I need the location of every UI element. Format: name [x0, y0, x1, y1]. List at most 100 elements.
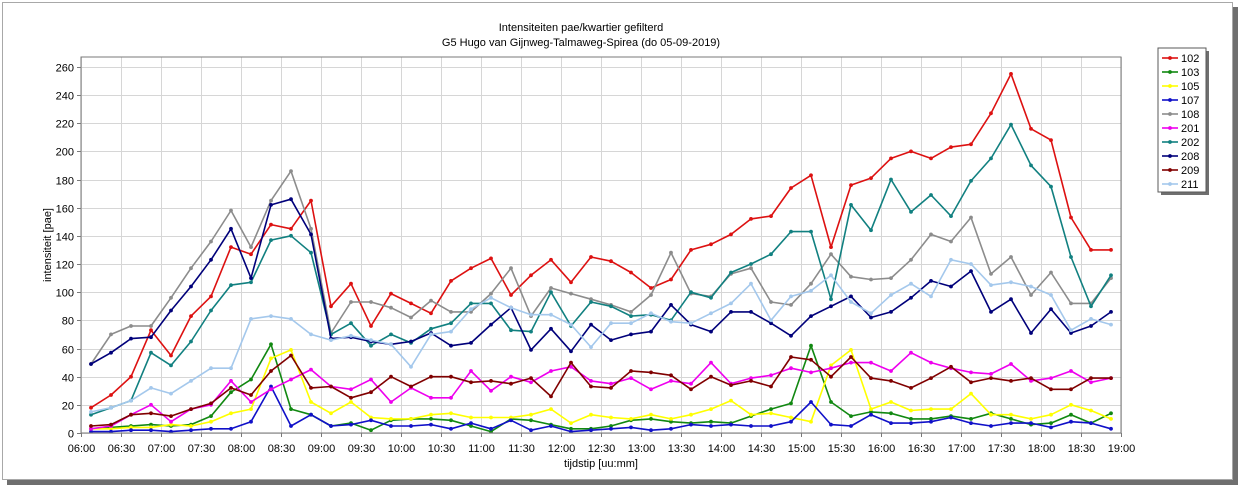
data-point-108 [109, 332, 113, 337]
chart-subtitle: G5 Hugo van Gijnweg-Talmaweg-Spirea (do … [442, 37, 720, 49]
data-point-208 [149, 335, 153, 340]
data-point-102 [309, 198, 313, 203]
data-point-107 [369, 418, 373, 423]
data-point-202 [769, 252, 773, 257]
data-point-108 [749, 266, 753, 271]
legend-label: 105 [1181, 81, 1199, 93]
data-point-201 [449, 395, 453, 400]
x-tick-label: 08:00 [228, 443, 256, 455]
x-tick-label: 16:30 [908, 443, 936, 455]
series-line-201 [90, 351, 1112, 430]
series-line-202 [90, 123, 1112, 416]
data-point-107 [649, 428, 653, 433]
y-tick-label: 100 [56, 288, 74, 300]
data-point-103 [669, 419, 673, 424]
data-point-107 [809, 400, 813, 404]
data-point-209 [229, 386, 233, 390]
data-point-202 [189, 339, 193, 344]
data-point-201 [689, 381, 693, 386]
data-point-202 [389, 332, 393, 337]
data-point-201 [589, 379, 593, 383]
series-208 [89, 197, 1113, 366]
data-point-209 [969, 380, 973, 385]
data-point-102 [429, 311, 433, 316]
data-point-108 [929, 232, 933, 237]
series-line-108 [90, 170, 1112, 365]
data-point-208 [1089, 324, 1093, 328]
data-point-211 [609, 321, 613, 326]
data-point-202 [1089, 304, 1093, 309]
legend-entry-201: 201 [1162, 123, 1199, 135]
data-point-211 [329, 338, 333, 342]
data-point-108 [169, 295, 173, 300]
x-tick-label: 10:00 [388, 443, 416, 455]
data-point-208 [129, 336, 133, 341]
legend-entry-208: 208 [1162, 151, 1199, 163]
data-point-209 [689, 387, 693, 392]
legend-label: 108 [1181, 109, 1199, 121]
data-point-209 [489, 379, 493, 383]
data-point-102 [749, 217, 753, 221]
data-point-202 [309, 250, 313, 255]
data-point-209 [589, 384, 593, 389]
data-point-105 [989, 412, 993, 417]
data-point-201 [829, 366, 833, 371]
data-point-201 [909, 350, 913, 355]
data-point-102 [1069, 215, 1073, 220]
data-point-211 [749, 281, 753, 286]
data-point-108 [849, 274, 853, 279]
data-point-107 [389, 424, 393, 428]
data-point-108 [769, 300, 773, 304]
data-point-208 [189, 284, 193, 289]
data-point-201 [669, 379, 673, 383]
data-point-102 [269, 222, 273, 227]
data-point-107 [1049, 425, 1053, 430]
data-point-209 [369, 390, 373, 395]
data-point-202 [229, 283, 233, 287]
x-tick-label: 09:30 [348, 443, 376, 455]
series-209 [89, 353, 1113, 428]
legend-label: 208 [1181, 151, 1199, 163]
data-point-107 [849, 424, 853, 428]
data-point-105 [309, 400, 313, 404]
data-point-202 [549, 290, 553, 295]
data-point-108 [629, 310, 633, 314]
data-point-108 [489, 291, 493, 296]
data-point-209 [449, 374, 453, 379]
data-point-102 [349, 281, 353, 286]
legend-entries: 102 103 105 107 108 201 202 208 209 211 [1162, 53, 1199, 191]
data-point-209 [129, 412, 133, 417]
data-point-211 [489, 295, 493, 300]
data-point-211 [409, 364, 413, 369]
data-point-103 [829, 400, 833, 404]
data-point-202 [1049, 184, 1053, 189]
series-line-103 [90, 343, 1112, 433]
data-point-103 [529, 418, 533, 423]
data-point-103 [1049, 421, 1053, 425]
data-point-103 [709, 419, 713, 424]
data-point-105 [229, 411, 233, 416]
data-point-107 [609, 426, 613, 431]
data-point-107 [209, 426, 213, 431]
data-point-209 [569, 360, 573, 365]
data-point-202 [89, 412, 93, 417]
data-point-209 [749, 379, 753, 383]
data-point-102 [569, 280, 573, 285]
data-point-202 [209, 308, 213, 313]
data-point-103 [249, 377, 253, 382]
data-point-201 [629, 376, 633, 380]
data-point-102 [329, 304, 333, 309]
data-point-102 [249, 252, 253, 257]
legend-swatch-marker [1168, 182, 1172, 186]
data-point-201 [569, 364, 573, 369]
data-point-102 [109, 393, 113, 397]
data-point-102 [809, 173, 813, 178]
data-point-202 [269, 238, 273, 243]
series-line-211 [90, 258, 1112, 413]
data-point-211 [89, 410, 93, 414]
data-point-208 [609, 338, 613, 342]
data-point-209 [549, 394, 553, 399]
data-point-211 [389, 342, 393, 347]
data-point-202 [949, 214, 953, 219]
data-point-107 [1089, 421, 1093, 425]
